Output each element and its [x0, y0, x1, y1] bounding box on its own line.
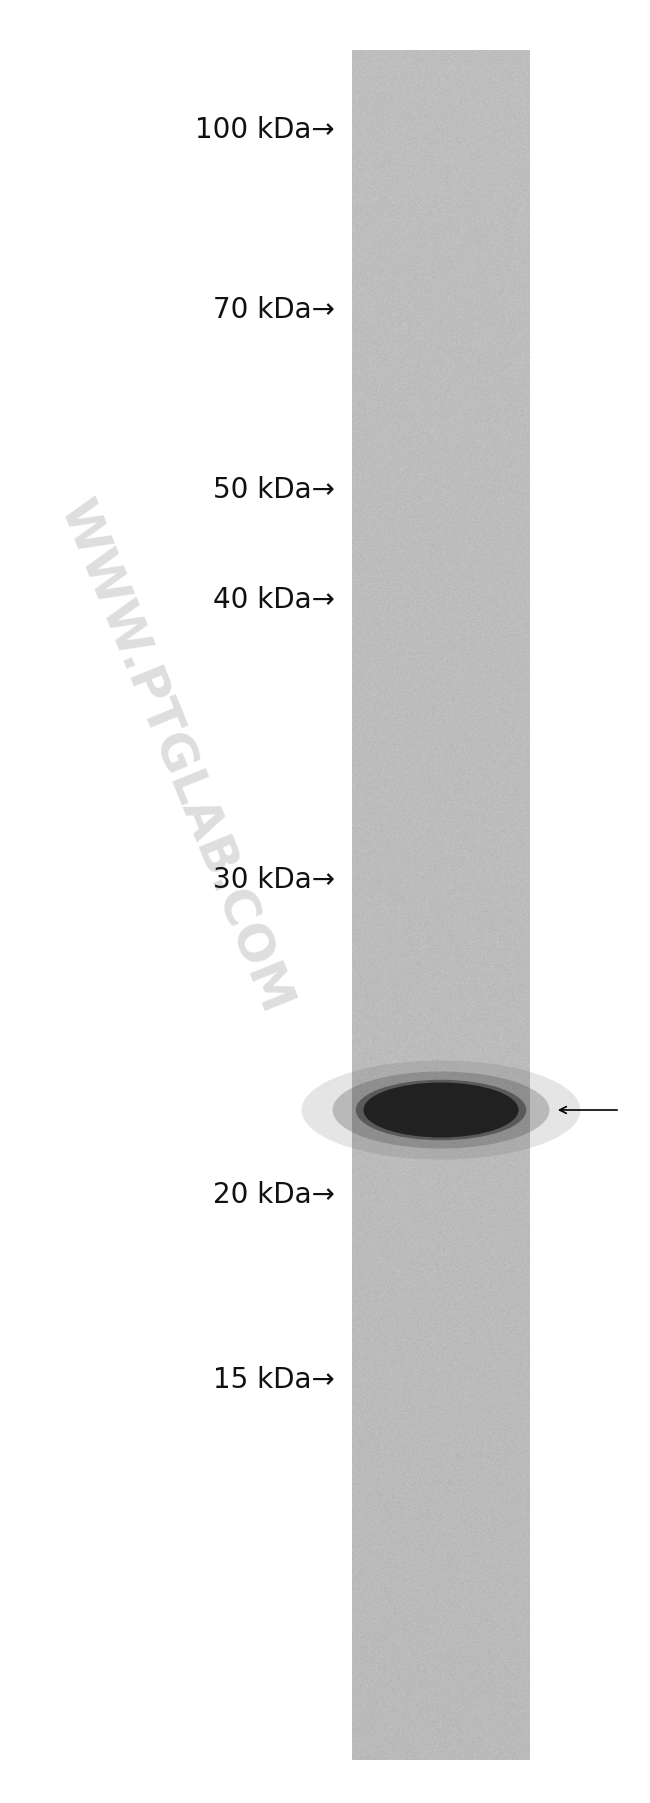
- Ellipse shape: [363, 1082, 519, 1138]
- Text: 40 kDa→: 40 kDa→: [213, 586, 335, 615]
- Ellipse shape: [302, 1060, 580, 1159]
- Ellipse shape: [333, 1071, 549, 1149]
- Text: WWW.PTGLAB.COM: WWW.PTGLAB.COM: [50, 494, 300, 1020]
- Text: 15 kDa→: 15 kDa→: [213, 1367, 335, 1394]
- Ellipse shape: [356, 1080, 526, 1139]
- Text: 70 kDa→: 70 kDa→: [213, 296, 335, 325]
- Text: 30 kDa→: 30 kDa→: [213, 865, 335, 894]
- Text: 50 kDa→: 50 kDa→: [213, 476, 335, 505]
- Text: 100 kDa→: 100 kDa→: [196, 115, 335, 144]
- Text: 20 kDa→: 20 kDa→: [213, 1181, 335, 1210]
